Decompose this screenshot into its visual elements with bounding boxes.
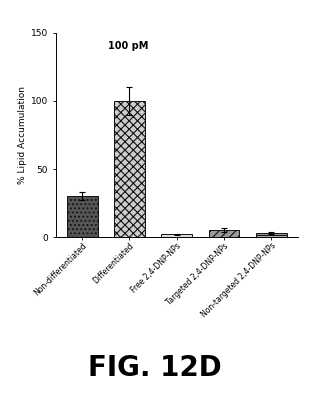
Bar (209, 230, 239, 237)
Bar (67, 196, 98, 237)
Bar (114, 101, 145, 237)
Bar (161, 234, 192, 237)
Text: 100 pM: 100 pM (108, 41, 148, 51)
Text: FIG. 12D: FIG. 12D (88, 354, 222, 382)
Bar (256, 233, 287, 237)
Y-axis label: % Lipid Accumulation: % Lipid Accumulation (18, 86, 27, 184)
